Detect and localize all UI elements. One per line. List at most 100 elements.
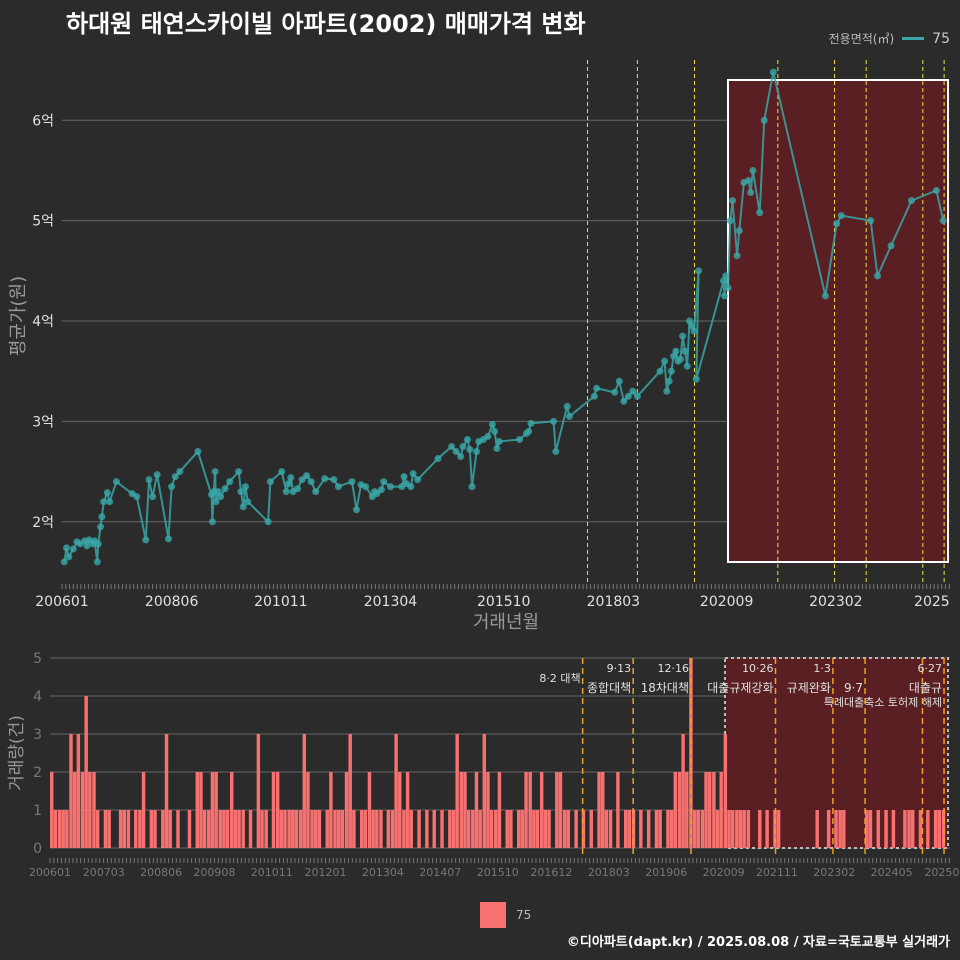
volume-bar [463, 772, 467, 848]
y-tick-label: 6억 [32, 113, 54, 129]
volume-bar [723, 734, 728, 848]
volume-bar [451, 810, 456, 848]
volume-bar [69, 734, 73, 848]
price-point [756, 209, 764, 217]
bar-y-tick-label: 4 [33, 689, 42, 705]
policy-label: 10·26 [742, 662, 774, 675]
volume-bar [677, 772, 682, 848]
legend-title: 전용면적(㎡) [828, 32, 895, 46]
legend-line-swatch [902, 37, 925, 40]
bar-x-tick-label: 202111 [756, 866, 798, 879]
volume-bar [524, 772, 528, 848]
price-point [744, 176, 752, 184]
price-point [348, 478, 356, 486]
price-point [837, 212, 845, 220]
volume-bar [735, 810, 739, 848]
volume-bar [363, 810, 368, 848]
price-point [466, 446, 474, 454]
volume-bar [80, 772, 85, 848]
price-point [98, 513, 106, 521]
volume-bar [730, 810, 735, 848]
volume-bar [669, 810, 674, 848]
x-tick-label: 201011 [254, 594, 307, 610]
volume-bar [107, 810, 111, 848]
price-point [211, 468, 219, 476]
volume-bar [627, 810, 632, 848]
volume-bar [161, 810, 165, 848]
price-point [550, 417, 558, 425]
volume-bar [738, 810, 743, 848]
price-point [266, 478, 274, 486]
volume-bar [333, 810, 337, 848]
price-point [164, 535, 172, 543]
bar-x-tick-label: 201407 [419, 866, 461, 879]
price-point [244, 498, 252, 506]
price-point [729, 197, 737, 205]
volume-bar [535, 810, 540, 848]
price-point [874, 272, 882, 280]
volume-bar [543, 810, 548, 848]
price-point [720, 292, 728, 300]
volume-bar [287, 810, 291, 848]
volume-bar [868, 810, 873, 848]
price-point [749, 166, 757, 174]
price-point [690, 327, 698, 335]
volume-bar [409, 810, 413, 848]
volume-bar [237, 810, 241, 848]
volume-bar [876, 810, 880, 848]
price-point [661, 357, 669, 365]
price-point [386, 483, 394, 491]
volume-bar [314, 810, 318, 848]
price-point [735, 227, 743, 235]
volume-bar [271, 772, 276, 848]
volume-bar [440, 810, 444, 848]
volume-bar [574, 810, 578, 848]
price-point [620, 397, 628, 405]
bar-x-tick-label: 201510 [477, 866, 519, 879]
volume-bar [432, 810, 436, 848]
volume-bar [865, 810, 869, 848]
price-point [488, 420, 496, 428]
price-point [208, 518, 216, 526]
volume-bar [516, 810, 521, 848]
x-tick-label: 201304 [364, 594, 418, 610]
price-point [362, 483, 370, 491]
volume-bar [72, 772, 77, 848]
policy-label: 9·13 [607, 662, 632, 675]
volume-bar [471, 810, 475, 848]
volume-bar [352, 810, 356, 848]
highlight-region [727, 79, 949, 563]
price-point [235, 468, 243, 476]
price-point [239, 503, 247, 511]
volume-bar [222, 810, 226, 848]
price-point [493, 444, 501, 452]
price-point [473, 448, 481, 456]
volume-bar [712, 772, 716, 848]
volume-bar [402, 810, 406, 848]
price-point [237, 488, 245, 496]
volume-bar [842, 810, 846, 848]
volume-bar [348, 734, 352, 848]
price-point [565, 412, 573, 420]
x-tick-label: 2025 [914, 594, 950, 610]
price-point [663, 387, 671, 395]
volume-bar [520, 810, 525, 848]
volume-bar [459, 772, 464, 848]
volume-bar [291, 810, 295, 848]
volume-bar [61, 810, 65, 848]
price-point [593, 384, 601, 392]
volume-bar [141, 772, 146, 848]
volume-bar [692, 810, 697, 848]
price-point [552, 448, 560, 456]
bar-x-tick-label: 201906 [645, 866, 687, 879]
volume-bar [758, 810, 762, 848]
price-point [112, 478, 120, 486]
volume-bar [138, 810, 142, 848]
price-point [667, 367, 675, 375]
volume-bar [386, 810, 391, 848]
price-point [448, 442, 456, 450]
bar-x-tick-label: 202009 [703, 866, 745, 879]
volume-bar [340, 810, 345, 848]
price-point [97, 523, 105, 531]
